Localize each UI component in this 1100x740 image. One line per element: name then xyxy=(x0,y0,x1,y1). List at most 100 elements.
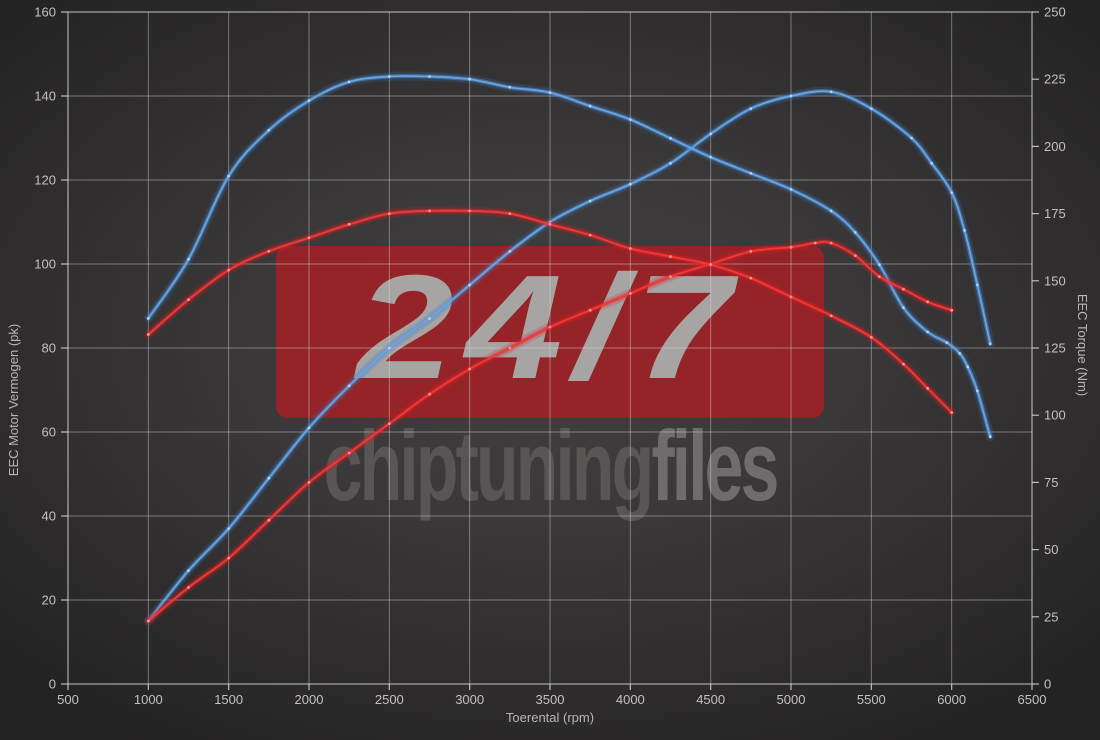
y-left-tick-label: 120 xyxy=(34,173,56,188)
x-tick-label: 500 xyxy=(57,692,79,707)
y-right-tick-label: 75 xyxy=(1044,475,1058,490)
data-point xyxy=(387,75,391,78)
data-point xyxy=(749,276,753,280)
data-point xyxy=(975,389,979,393)
y-right-tick-label: 125 xyxy=(1044,341,1066,356)
y-right-tick-label: 100 xyxy=(1044,408,1066,423)
data-point xyxy=(709,155,713,159)
data-point xyxy=(869,107,873,110)
x-tick-label: 2000 xyxy=(295,692,324,707)
data-point xyxy=(902,362,905,366)
y-left-axis-title: EEC Motor Vermogen (pk) xyxy=(6,324,21,476)
data-point xyxy=(829,209,833,213)
y-right-tick-label: 0 xyxy=(1044,677,1051,692)
data-point xyxy=(347,222,351,226)
x-tick-label: 5500 xyxy=(857,692,886,707)
data-point xyxy=(267,128,271,132)
data-point xyxy=(877,263,881,267)
data-point xyxy=(428,75,431,78)
data-point xyxy=(387,422,391,425)
x-tick-label: 6500 xyxy=(1018,692,1047,707)
tick-labels: 500 1000 1500 2000 2500 3000 3500 4000 4500 5000 5… xyxy=(34,5,1065,708)
data-point xyxy=(926,330,929,334)
y-left-tick-label: 20 xyxy=(42,593,56,608)
y-right-tick-label: 50 xyxy=(1044,542,1058,557)
data-point xyxy=(267,249,271,253)
watermark-brand-light: files xyxy=(651,410,779,522)
data-point xyxy=(669,136,672,140)
data-point xyxy=(963,229,966,232)
data-point xyxy=(468,283,472,287)
data-point xyxy=(709,263,713,267)
y-left-tick-label: 60 xyxy=(42,425,56,440)
data-point xyxy=(628,182,632,186)
data-point xyxy=(146,619,150,623)
data-point xyxy=(548,325,552,329)
data-point xyxy=(428,392,431,396)
data-point xyxy=(966,365,970,369)
data-point xyxy=(926,300,929,304)
data-point xyxy=(902,306,905,310)
x-tick-label: 4500 xyxy=(696,692,725,707)
grid-lines xyxy=(68,12,1032,684)
data-point xyxy=(869,335,873,339)
y-left-tick-label: 40 xyxy=(42,509,56,524)
data-point xyxy=(628,247,632,250)
data-point xyxy=(975,283,979,287)
data-point xyxy=(945,341,949,345)
y-left-tick-label: 140 xyxy=(34,89,56,104)
data-point xyxy=(187,586,190,589)
series-vermogen-original xyxy=(143,237,957,626)
data-point xyxy=(468,367,472,371)
data-point xyxy=(187,298,190,302)
x-tick-label: 3000 xyxy=(455,692,484,707)
data-point xyxy=(428,317,431,320)
x-tick-label: 1500 xyxy=(214,692,243,707)
data-point xyxy=(853,231,857,234)
data-point xyxy=(789,245,793,249)
data-point xyxy=(749,171,753,175)
x-tick-label: 3500 xyxy=(536,692,565,707)
data-point xyxy=(988,435,992,439)
data-point xyxy=(307,99,311,103)
data-point xyxy=(146,317,150,320)
data-point xyxy=(508,85,512,89)
tick-marks xyxy=(61,11,1039,690)
data-point xyxy=(853,254,857,257)
data-point xyxy=(877,275,881,278)
y-left-tick-label: 0 xyxy=(49,677,56,692)
data-point xyxy=(829,241,833,245)
data-point xyxy=(548,91,552,95)
data-point xyxy=(829,90,833,94)
x-tick-label: 5000 xyxy=(777,692,806,707)
data-point xyxy=(709,132,713,136)
data-point xyxy=(347,80,351,84)
y-right-tick-label: 175 xyxy=(1044,206,1066,221)
data-point xyxy=(508,212,512,216)
data-point xyxy=(669,275,672,278)
data-point xyxy=(988,342,992,346)
data-point xyxy=(588,104,592,108)
x-tick-label: 2500 xyxy=(375,692,404,707)
data-point xyxy=(669,255,672,259)
data-point xyxy=(926,386,929,390)
data-point xyxy=(958,351,962,355)
y-left-tick-label: 100 xyxy=(34,257,56,272)
data-point xyxy=(347,451,351,455)
x-axis-title: Toerental (rpm) xyxy=(506,710,594,725)
y-right-tick-label: 250 xyxy=(1044,5,1066,20)
data-point xyxy=(588,308,592,312)
data-point xyxy=(267,518,271,522)
data-point xyxy=(628,292,632,295)
data-point xyxy=(227,527,231,530)
data-point xyxy=(789,94,793,98)
y-right-axis-title: EEC Torque (Nm) xyxy=(1075,294,1090,396)
data-point xyxy=(187,569,190,572)
y-left-tick-label: 160 xyxy=(34,5,56,20)
data-point xyxy=(910,136,913,140)
data-point xyxy=(307,426,311,430)
data-point xyxy=(669,161,672,165)
data-point xyxy=(950,191,954,195)
data-point xyxy=(508,250,512,253)
